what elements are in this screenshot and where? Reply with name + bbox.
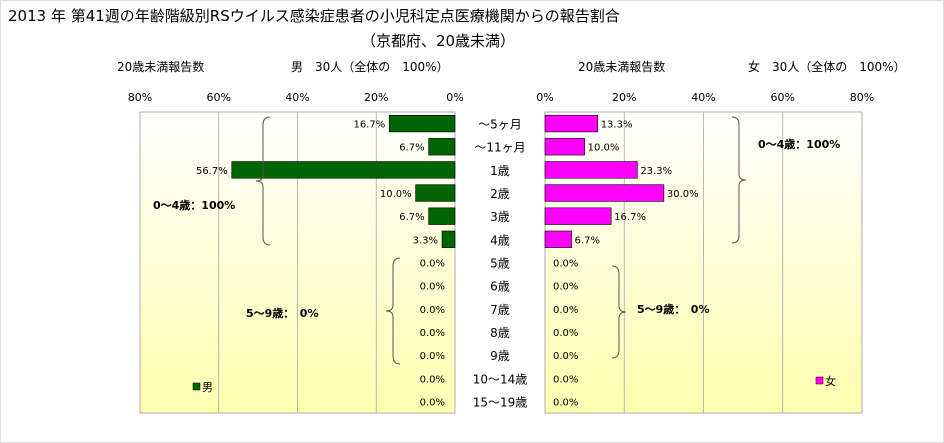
female-legend-label: 女	[825, 374, 836, 388]
female-data-label: 6.7%	[575, 235, 600, 246]
category-label: 8歳	[490, 326, 510, 340]
female-count-label: 20歳未満報告数	[578, 59, 665, 74]
male-data-label: 56.7%	[196, 166, 228, 177]
male-bar	[415, 184, 456, 202]
female-group-5-9-annotation: 5～9歳： 0%	[637, 302, 709, 316]
male-x-tick-label: 20%	[364, 91, 388, 104]
male-data-label: 0.0%	[420, 374, 445, 385]
male-data-label: 0.0%	[420, 351, 445, 362]
male-brace-0-4	[255, 116, 271, 246]
female-data-label: 10.0%	[588, 143, 620, 154]
male-count-label: 20歳未満報告数	[117, 59, 204, 74]
female-group-0-4-annotation: 0～4歳：100%	[758, 137, 840, 151]
chart-subtitle: （京都府、20歳未満）	[361, 32, 515, 50]
female-x-tick-label: 20%	[612, 91, 636, 104]
category-label: ～5ヶ月	[478, 118, 522, 132]
category-label: 10～14歳	[473, 372, 528, 386]
category-label: 3歳	[490, 210, 510, 224]
female-x-tick-label: 0%	[536, 91, 553, 104]
male-data-label: 10.0%	[380, 189, 412, 200]
category-label: ～11ヶ月	[474, 141, 525, 155]
category-label: 9歳	[490, 349, 510, 363]
female-x-tick-label: 80%	[850, 91, 874, 104]
female-data-label: 0.0%	[553, 397, 578, 408]
male-group-0-4-annotation: 0～4歳：100%	[153, 198, 235, 212]
chart-layer: 0% 0%20% 20%40% 40%60% 60%80% 80%20歳未満報告数男 30…	[117, 59, 906, 414]
category-label: 7歳	[490, 303, 510, 317]
male-data-label: 0.0%	[420, 305, 445, 316]
male-data-label: 6.7%	[399, 143, 424, 154]
male-legend-swatch	[192, 382, 201, 391]
male-x-tick-label: 80%	[128, 91, 152, 104]
male-bar	[441, 230, 456, 248]
female-data-label: 16.7%	[614, 212, 646, 223]
female-data-label: 13.3%	[601, 120, 633, 131]
male-data-label: 0.0%	[420, 259, 445, 270]
female-x-tick-label: 40%	[691, 91, 715, 104]
male-summary: 男 30人（全体の 100%）	[291, 59, 449, 74]
category-label: 1歳	[490, 164, 510, 178]
category-label: 6歳	[490, 280, 510, 294]
category-label: 2歳	[490, 187, 510, 201]
male-data-label: 0.0%	[420, 282, 445, 293]
male-bar	[231, 161, 456, 179]
male-data-label: 6.7%	[399, 212, 424, 223]
female-bar	[544, 114, 599, 133]
male-bar	[428, 207, 456, 225]
female-data-label: 0.0%	[553, 351, 578, 362]
male-data-label: 3.3%	[413, 235, 438, 246]
female-bar	[544, 138, 585, 156]
category-label: 4歳	[490, 233, 510, 247]
category-label: 5歳	[490, 257, 510, 271]
female-x-tick-label: 60%	[771, 91, 795, 104]
male-x-tick-label: 40%	[285, 91, 309, 104]
male-bar	[428, 138, 456, 156]
male-bar	[388, 114, 456, 133]
female-data-label: 30.0%	[667, 189, 699, 200]
chart-title: 2013 年 第41週の年齢階級別RSウイルス感染症患者の小児科定点医療機関から…	[8, 7, 620, 25]
male-x-tick-label: 60%	[207, 91, 231, 104]
female-bar	[544, 207, 612, 225]
female-data-label: 0.0%	[553, 305, 578, 316]
female-bar	[544, 184, 665, 202]
male-data-label: 0.0%	[420, 397, 445, 408]
female-legend-swatch	[815, 376, 824, 385]
male-brace-5-9	[385, 257, 401, 365]
category-label: 15～19歳	[473, 395, 528, 409]
male-group-5-9-annotation: 5～9歳： 0%	[246, 306, 318, 320]
male-data-label: 0.0%	[420, 328, 445, 339]
female-bar	[544, 161, 638, 179]
female-summary: 女 30人（全体の 100%）	[748, 59, 906, 74]
female-data-label: 0.0%	[553, 328, 578, 339]
female-data-label: 23.3%	[640, 166, 672, 177]
male-x-tick-label: 0%	[446, 91, 463, 104]
female-data-label: 0.0%	[553, 259, 578, 270]
female-data-label: 0.0%	[553, 374, 578, 385]
female-brace-0-4	[731, 116, 747, 244]
female-data-label: 0.0%	[553, 282, 578, 293]
male-legend-label: 男	[202, 381, 213, 394]
female-bar	[544, 230, 572, 248]
male-data-label: 16.7%	[353, 120, 385, 131]
female-brace-5-9	[611, 265, 627, 359]
